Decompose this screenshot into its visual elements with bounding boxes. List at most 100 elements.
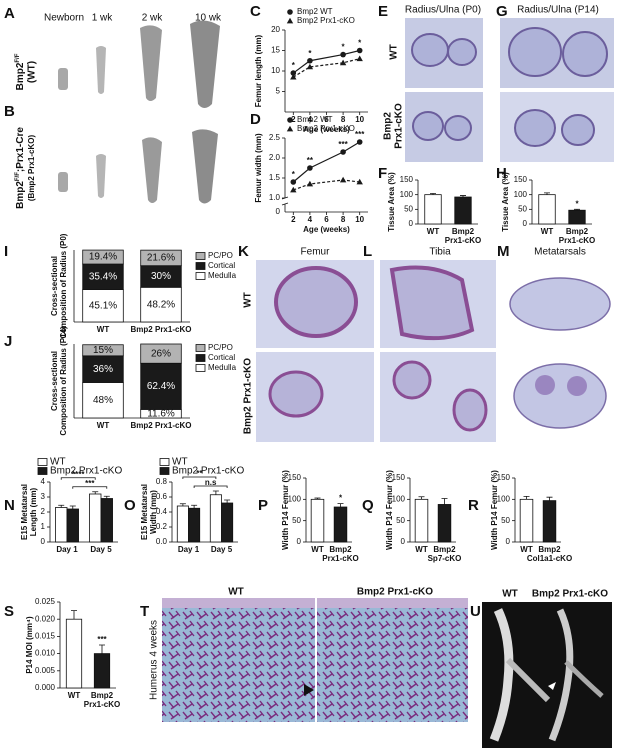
bar	[542, 500, 557, 543]
error-bar	[430, 193, 436, 195]
y-tick-label: 0.6	[156, 492, 168, 501]
error-bar	[546, 496, 553, 501]
error-bar	[574, 208, 580, 211]
panel-t: T WT Bmp2 Prx1-cKO Humerus 4 weeks	[140, 587, 468, 722]
y-tick-label: 0.025	[35, 597, 56, 606]
y-tick-label: 100	[288, 494, 302, 503]
side-label: Humerus 4 weeks	[149, 620, 160, 700]
x-tick-label: 8	[341, 215, 346, 224]
error-bar	[337, 503, 344, 508]
x-tick-label: WT	[541, 227, 554, 236]
x-tick-label: Bmp2 Prx1-cKO	[131, 325, 192, 334]
x-tick-label: WT	[97, 325, 110, 334]
value-label: 30%	[151, 271, 171, 282]
panel-label: U	[470, 603, 481, 620]
error-bar	[92, 491, 99, 494]
panel-m-image	[513, 363, 607, 429]
x-tick-label: Day 5	[90, 545, 112, 554]
panel-b-image	[192, 129, 218, 204]
legend-swatch	[159, 458, 170, 466]
y-tick-label: 0	[506, 537, 511, 546]
cre: ;Prx1-Cre	[15, 127, 26, 172]
annotation: **	[196, 469, 203, 478]
bar-segment	[82, 263, 124, 290]
x-tick-label: 6	[324, 115, 329, 124]
legend-label: Cortical	[208, 353, 235, 362]
panel-label: D	[250, 111, 261, 128]
bar	[89, 493, 102, 543]
y-tick-label: 100	[514, 190, 528, 199]
y-axis-label: Femur width (mm)	[254, 133, 263, 203]
y-tick-label: 150	[514, 175, 528, 184]
marker	[339, 59, 347, 66]
value-label: 19.4%	[89, 252, 117, 263]
bar	[333, 506, 348, 543]
annotation: ***	[97, 635, 107, 644]
y-tick-label: 4	[41, 477, 46, 486]
panel-e: E Radius/Ulna (P0) WT Bmp2 Prx1-cKO	[378, 3, 483, 162]
annotation: n.s	[205, 478, 217, 487]
x-tick-label: Prx1-cKO	[84, 700, 120, 709]
y-axis-label: Width (mm)	[149, 490, 158, 534]
bar	[519, 498, 534, 543]
line	[292, 58, 360, 78]
marker	[290, 73, 297, 80]
annotation: *	[292, 61, 296, 70]
bar	[310, 498, 325, 543]
y-axis-label: E15 Metatarsal	[20, 484, 29, 540]
bar	[55, 507, 68, 543]
y-tick-label: 50	[501, 516, 510, 525]
value-label: 11.6%	[147, 408, 175, 419]
panel-u: U WT Bmp2 Prx1-cKO	[470, 589, 612, 748]
x-tick-label: Day 1	[178, 545, 200, 554]
error-bar	[103, 495, 110, 499]
legend-swatch	[195, 364, 206, 372]
x-tick-label: WT	[97, 421, 110, 430]
genotype: Bmp2F/F;Prx1-Cre	[15, 127, 26, 209]
annotation: **	[307, 156, 314, 165]
bracket	[72, 486, 108, 489]
legend-marker	[286, 17, 294, 24]
marker	[340, 51, 346, 58]
y-tick-label: 2	[41, 507, 46, 516]
panel-g: G Radius/Ulna (P14)	[496, 3, 614, 162]
y-tick-label: 50	[292, 516, 301, 525]
bracket	[193, 485, 228, 488]
error-bar	[99, 644, 105, 654]
y-tick-label: 150	[288, 473, 302, 482]
axis-break	[281, 202, 289, 206]
panel-k-image	[268, 370, 324, 418]
bar	[93, 653, 111, 689]
bar	[176, 505, 189, 543]
legend-label: Bmp2 Prx1-cKO	[297, 124, 355, 133]
x-tick-label: 6	[324, 215, 329, 224]
annotation: ***	[85, 479, 95, 488]
annotation: ***	[338, 140, 348, 149]
panel-label: G	[496, 3, 508, 20]
x-tick-label: Bmp2	[452, 227, 475, 236]
line	[292, 49, 360, 74]
y-axis-label: Cross-sectional	[50, 256, 59, 316]
row-label: Bmp2 Prx1-cKO	[243, 358, 254, 434]
panel-l-image	[392, 360, 432, 400]
panel-a-image	[190, 20, 220, 109]
y-tick-label: 0.015	[35, 632, 56, 641]
y-tick-label: 0.010	[35, 649, 56, 658]
genotype-name: (Bmp2 Prx1-cKO)	[27, 135, 36, 202]
bar-segment	[140, 286, 182, 323]
annotation: ***	[355, 130, 365, 139]
y-axis-label: Width P14 Femur (%)	[385, 470, 394, 550]
panel-a: A Newborn 1 wk 2 wk 10 wk Bmp2F/F (WT)	[4, 5, 222, 109]
row-label: WT	[389, 44, 400, 60]
legend-label: PC/PO	[208, 343, 233, 352]
x-tick-label: WT	[68, 691, 81, 700]
panel-u-image	[548, 608, 574, 742]
y-tick-label: 20	[271, 25, 280, 34]
column-label: Bmp2 Prx1-cKO	[357, 587, 433, 598]
panel-l: L Tibia	[363, 243, 496, 442]
bar-segment	[82, 355, 124, 383]
panel-g-image	[514, 109, 556, 147]
x-tick-label: Sp7-cKO	[428, 554, 462, 563]
legend-label: Bmp2 Prx1-cKO	[297, 16, 355, 25]
